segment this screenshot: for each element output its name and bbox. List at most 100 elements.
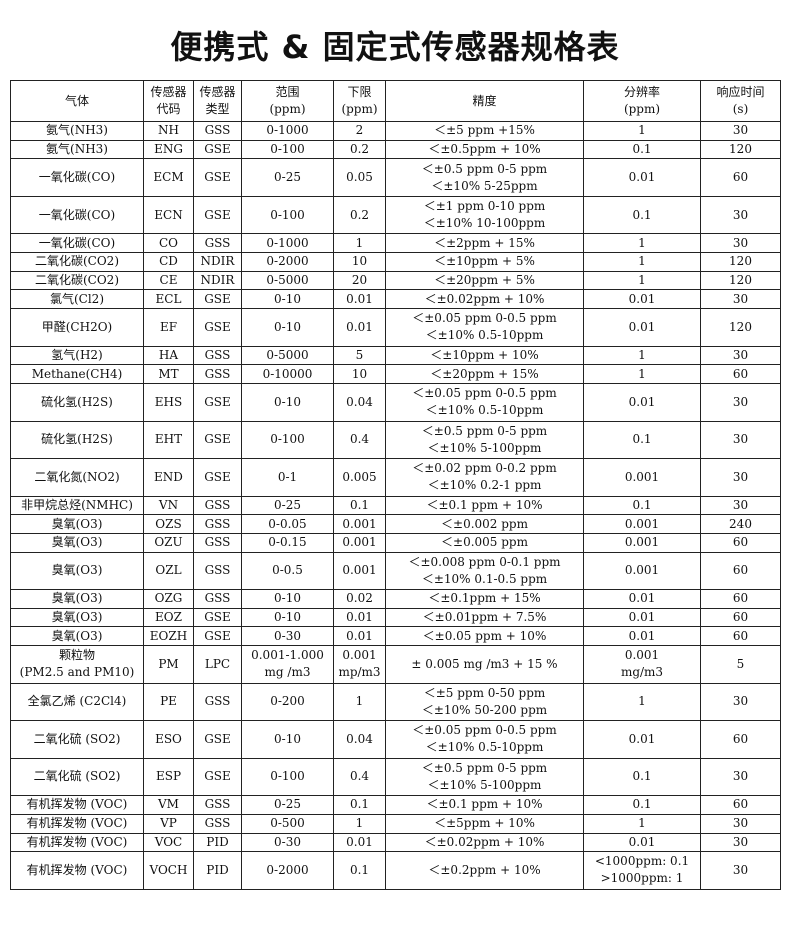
table-cell: 二氧化碳(CO2) — [10, 252, 144, 272]
table-cell: MT — [143, 364, 194, 384]
table-body: 氨气(NH3) NH GSS 0-1000 2 ＜±5 ppm +15% 1 30 氨气(NH3… — [10, 121, 781, 890]
table-cell: 颗粒物 (PM2.5 and PM10) — [10, 645, 144, 684]
table-cell: ECL — [143, 289, 194, 310]
table-cell: CD — [143, 252, 194, 272]
table-cell: 0.005 — [333, 458, 386, 497]
table-cell: GSS — [193, 589, 242, 609]
table-cell: 5 — [700, 645, 781, 684]
table-cell: GSS — [193, 514, 242, 534]
table-cell: 30 — [700, 383, 781, 422]
table-row: 一氧化碳(CO) ECN GSE 0-100 0.2 ＜±1 ppm 0-10 ppm ＜… — [10, 195, 781, 235]
table-cell: 1 — [583, 345, 701, 366]
table-cell: OZG — [143, 589, 194, 609]
table-cell: 120 — [700, 252, 781, 272]
table-cell: 氨气(NH3) — [10, 139, 144, 160]
table-cell: GSS — [193, 121, 242, 141]
table-cell: 1 — [583, 252, 701, 272]
table-cell: 60 — [700, 364, 781, 384]
header-cell: 下限 (ppm) — [333, 80, 386, 122]
table-cell: EOZH — [143, 626, 194, 647]
table-cell: 60 — [700, 720, 781, 759]
table-row: 二氧化硫 (SO2) ESP GSE 0-100 0.4 ＜±0.5 ppm 0-5 pp… — [10, 757, 781, 797]
table-row: 臭氧(O3) EOZH GSE 0-30 0.01 ＜±0.05 ppm + 10% 0.0… — [10, 626, 781, 647]
table-cell: ECN — [143, 195, 194, 235]
table-cell: 0-0.05 — [241, 514, 334, 534]
table-cell: 0.01 — [583, 720, 701, 759]
table-cell: ＜±10ppm + 10% — [385, 345, 584, 366]
table-row: 有机挥发物 (VOC) VP GSS 0-500 1 ＜±5ppm + 10% 1 30 — [10, 813, 781, 834]
table-row: 臭氧(O3) OZS GSS 0-0.05 0.001 ＜±0.002 ppm 0.001 2… — [10, 514, 781, 534]
table-cell: 臭氧(O3) — [10, 607, 144, 628]
table-cell: ＜±0.5 ppm 0-5 ppm ＜±10% 5-25ppm — [385, 158, 584, 197]
table-cell: 30 — [700, 458, 781, 497]
table-row: 一氧化碳(CO) CO GSS 0-1000 1 ＜±2ppm + 15% 1 30 — [10, 233, 781, 254]
table-cell: ＜±0.5 ppm 0-5 ppm ＜±10% 5-100ppm — [385, 757, 584, 797]
table-cell: GSS — [193, 795, 242, 815]
table-cell: 60 — [700, 158, 781, 197]
table-cell: OZU — [143, 532, 194, 553]
table-cell: 1 — [333, 813, 386, 834]
table-cell: Methane(CH4) — [10, 364, 144, 384]
table-cell: ± 0.005 mg /m3 + 15 % — [385, 645, 584, 684]
table-cell: 0.001 — [583, 551, 701, 591]
table-cell: <1000ppm: 0.1 >1000ppm: 1 — [583, 851, 701, 890]
table-cell: ＜±0.05 ppm 0-0.5 ppm ＜±10% 0.5-10ppm — [385, 720, 584, 759]
table-cell: HA — [143, 345, 194, 366]
table-cell: 0.1 — [583, 495, 701, 516]
table-row: 非甲烷总烃(NMHC) VN GSS 0-25 0.1 ＜±0.1 ppm + 10% 0.… — [10, 495, 781, 516]
table-cell: 0.02 — [333, 589, 386, 609]
table-cell: 臭氧(O3) — [10, 551, 144, 591]
table-cell: GSE — [193, 626, 242, 647]
header-cell: 精度 — [385, 80, 584, 122]
table-cell: 0.001 — [333, 514, 386, 534]
table-cell: 0.1 — [333, 795, 386, 815]
table-cell: 60 — [700, 607, 781, 628]
table-row: 一氧化碳(CO) ECM GSE 0-25 0.05 ＜±0.5 ppm 0-5 ppm … — [10, 158, 781, 197]
table-row: 甲醛(CH2O) EF GSE 0-10 0.01 ＜±0.05 ppm 0-0.5 pp… — [10, 308, 781, 347]
table-row: 有机挥发物 (VOC) VOC PID 0-30 0.01 ＜±0.02ppm + 10%… — [10, 832, 781, 853]
header-cell: 分辨率 (ppm) — [583, 80, 701, 122]
table-cell: 30 — [700, 832, 781, 853]
table-cell: 30 — [700, 495, 781, 516]
table-row: 颗粒物 (PM2.5 and PM10) PM LPC 0.001-1.000 mg … — [10, 645, 781, 684]
table-row: 硫化氢(H2S) EHT GSE 0-100 0.4 ＜±0.5 ppm 0-5 ppm … — [10, 420, 781, 459]
table-cell: PE — [143, 682, 194, 722]
table-cell: ＜±1 ppm 0-10 ppm ＜±10% 10-100ppm — [385, 195, 584, 235]
table-cell: 120 — [700, 270, 781, 291]
table-cell: CO — [143, 233, 194, 254]
table-cell: 0.001 — [333, 551, 386, 591]
table-cell: ＜±0.05 ppm 0-0.5 ppm ＜±10% 0.5-10ppm — [385, 383, 584, 422]
table-cell: ＜±0.5ppm + 10% — [385, 139, 584, 160]
table-cell: ＜±0.1 ppm + 10% — [385, 495, 584, 516]
table-cell: 0-10 — [241, 720, 334, 759]
table-cell: EF — [143, 308, 194, 347]
table-cell: 0-1 — [241, 458, 334, 497]
table-cell: 0-100 — [241, 139, 334, 160]
table-cell: 硫化氢(H2S) — [10, 420, 144, 459]
table-cell: 0-10 — [241, 383, 334, 422]
table-cell: VOC — [143, 832, 194, 853]
table-cell: GSS — [193, 345, 242, 366]
table-cell: LPC — [193, 645, 242, 684]
table-cell: ＜±0.01ppm + 7.5% — [385, 607, 584, 628]
table-cell: 臭氧(O3) — [10, 589, 144, 609]
table-cell: 0-500 — [241, 813, 334, 834]
table-cell: 30 — [700, 682, 781, 722]
table-cell: ＜±5 ppm +15% — [385, 121, 584, 141]
table-cell: 2 — [333, 121, 386, 141]
table-cell: GSE — [193, 139, 242, 160]
table-cell: 0.01 — [583, 158, 701, 197]
header-cell: 范围 (ppm) — [241, 80, 334, 122]
table-cell: 10 — [333, 252, 386, 272]
table-cell: EHT — [143, 420, 194, 459]
table-cell: GSE — [193, 420, 242, 459]
table-row: 臭氧(O3) OZG GSS 0-10 0.02 ＜±0.1ppm + 15% 0.01 60 — [10, 589, 781, 609]
table-cell: ＜±0.05 ppm 0-0.5 ppm ＜±10% 0.5-10ppm — [385, 308, 584, 347]
table-cell: 一氧化碳(CO) — [10, 233, 144, 254]
table-cell: 0.05 — [333, 158, 386, 197]
table-cell: VN — [143, 495, 194, 516]
table-cell: 1 — [583, 121, 701, 141]
table-cell: VM — [143, 795, 194, 815]
table-row: 臭氧(O3) OZU GSS 0-0.15 0.001 ＜±0.005 ppm 0.001 6… — [10, 532, 781, 553]
table-cell: GSE — [193, 289, 242, 310]
